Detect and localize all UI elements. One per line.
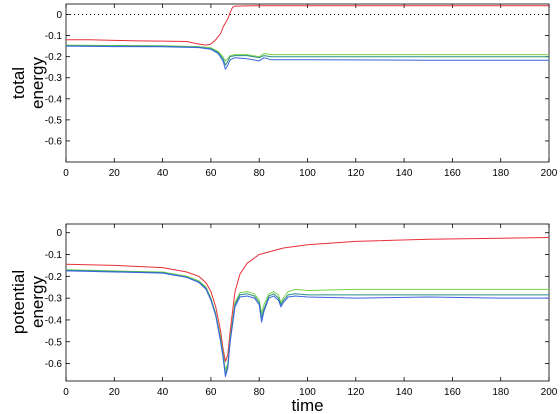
plot2-ylabel: potentialenergy: [9, 270, 47, 334]
plot2-xtick-label: 40: [157, 387, 169, 398]
plot2-ytick-label: 0: [56, 228, 62, 239]
plot1-ytick-label: 0: [56, 10, 62, 21]
plot1-series-line-3: [65, 45, 549, 66]
plot2-xtick-label: 100: [299, 387, 316, 398]
plot2-xtick-label: 200: [541, 387, 558, 398]
plot1-ytick-label: -0.3: [45, 73, 63, 84]
plot1-ytick-label: -0.6: [45, 136, 63, 147]
plot2-ytick-label: -0.6: [45, 359, 63, 370]
plot1-ylabel-line-1: total: [9, 67, 28, 99]
plot2-series-line-1: [65, 237, 550, 362]
plot1-ytick-label: -0.2: [45, 52, 63, 63]
plot1-series-line-1: [66, 5, 549, 46]
plot1-xtick-label: 140: [396, 168, 413, 179]
plot2-series-line-4: [65, 270, 549, 378]
plot2-series-line-2: [65, 269, 549, 371]
plot1-xtick-label: 60: [205, 168, 217, 179]
plot1-frame: [65, 3, 550, 163]
plot2-xtick-label: 20: [109, 387, 121, 398]
plot1-ytick-label: -0.1: [45, 31, 63, 42]
plot2-series-line-3: [65, 269, 549, 375]
plot1-xtick-label: 20: [109, 168, 121, 179]
plot2-ylabel-line-2: energy: [28, 276, 47, 328]
plot2-ytick-label: -0.1: [45, 250, 63, 261]
plot1-ytick-label: -0.4: [45, 94, 63, 105]
plot1-xtick-label: 80: [254, 168, 266, 179]
plot2-ytick-label: -0.3: [45, 294, 63, 305]
plot2-xtick-label: 80: [254, 387, 266, 398]
plot2-xtick-label: 140: [396, 387, 413, 398]
plot1-xtick-label: 180: [492, 168, 509, 179]
plot1-ytick-label: -0.5: [45, 115, 63, 126]
plot1-xtick-label: 120: [347, 168, 364, 179]
plot2-frame: [65, 223, 550, 382]
plot2-ylabel-line-1: potential: [9, 270, 28, 334]
plot2-xtick-label: 160: [444, 387, 461, 398]
plot1-xtick-label: 100: [299, 168, 316, 179]
plot1-series-line-4: [65, 45, 549, 70]
plot1-xtick-label: 200: [541, 168, 558, 179]
plot2-ytick-label: -0.4: [45, 315, 63, 326]
plot2-xtick-label: 120: [347, 387, 364, 398]
plot2-ytick-label: -0.5: [45, 337, 63, 348]
plot1-xtick-label: 40: [157, 168, 169, 179]
plot2-xtick-label: 180: [492, 387, 509, 398]
plot2-ytick-label: -0.2: [45, 272, 63, 283]
plot1-ylabel-line-2: energy: [28, 57, 47, 109]
plot2-xlabel: time: [291, 396, 323, 414]
plot1-xtick-label: 0: [63, 168, 69, 179]
plot1-ylabel: totalenergy: [9, 57, 47, 109]
plot2-xtick-label: 0: [63, 387, 69, 398]
plot2-xtick-label: 60: [205, 387, 217, 398]
plot1-xtick-label: 160: [444, 168, 461, 179]
plot1-series-line-2: [65, 44, 549, 62]
